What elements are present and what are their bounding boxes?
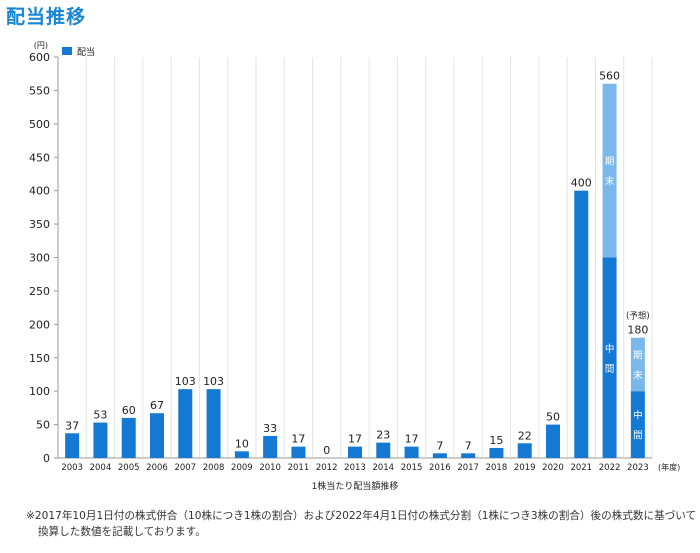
y-tick-label: 0 bbox=[43, 452, 50, 465]
y-tick-label: 350 bbox=[29, 218, 50, 231]
data-label-2018: 15 bbox=[489, 434, 503, 447]
bar-2020-中間 bbox=[546, 424, 560, 458]
x-tick-label: 2008 bbox=[203, 463, 225, 473]
y-tick-label: 450 bbox=[29, 151, 50, 164]
x-tick-label: 2023 bbox=[627, 463, 649, 473]
bar-2003-中間 bbox=[65, 433, 80, 458]
x-tick-label: 2015 bbox=[401, 463, 423, 473]
y-tick-label: 200 bbox=[29, 318, 50, 331]
bar-2004-中間 bbox=[93, 422, 108, 458]
bar-2023-中間 bbox=[630, 391, 645, 458]
y-tick-label: 50 bbox=[36, 419, 50, 432]
segment-label: 期 bbox=[633, 350, 643, 361]
bar-2006-中間 bbox=[150, 413, 164, 458]
bar-2017-中間 bbox=[461, 453, 476, 458]
segment-label: 中 bbox=[605, 343, 615, 355]
x-tick-label: 2004 bbox=[90, 463, 112, 473]
y-tick-label: 550 bbox=[29, 84, 50, 97]
y-tick-label: 100 bbox=[29, 385, 50, 398]
data-label-2012: 0 bbox=[323, 444, 330, 457]
x-tick-label: 2021 bbox=[570, 463, 592, 473]
x-tick-label: 2005 bbox=[118, 463, 140, 473]
bar-2023-期末 bbox=[630, 337, 645, 392]
x-tick-label: 2020 bbox=[542, 463, 564, 473]
segment-label: 末 bbox=[605, 176, 615, 188]
x-tick-label: 2022 bbox=[599, 463, 621, 473]
x-tick-label: 2007 bbox=[174, 463, 196, 473]
bar-2021-中間 bbox=[574, 190, 589, 458]
data-label-2013: 17 bbox=[348, 433, 362, 446]
data-label-2022: 560 bbox=[599, 70, 620, 83]
y-tick-label: 300 bbox=[29, 252, 50, 265]
segment-label: 間 bbox=[605, 364, 615, 375]
bar-2005-中間 bbox=[121, 417, 136, 458]
data-label-2003: 37 bbox=[65, 419, 79, 432]
x-axis-unit: (年度) bbox=[658, 462, 680, 472]
data-label-2006: 67 bbox=[150, 399, 164, 412]
footnote: ※2017年10月1日付の株式併合（10株につき1株の割合）および2022年4月… bbox=[26, 510, 697, 538]
data-label-2015: 17 bbox=[405, 433, 419, 446]
y-tick-label: 500 bbox=[29, 118, 50, 131]
bar-2019-中間 bbox=[517, 443, 532, 458]
data-label-2016: 7 bbox=[436, 439, 443, 452]
bar-2022-期末 bbox=[602, 83, 617, 258]
forecast-annotation: (予想) bbox=[626, 311, 650, 322]
y-axis-unit: (円) bbox=[34, 41, 48, 50]
x-tick-label: 2016 bbox=[429, 463, 451, 473]
legend-label: 配当 bbox=[77, 46, 95, 58]
bar-2013-中間 bbox=[348, 446, 362, 458]
x-tick-label: 2012 bbox=[316, 463, 338, 473]
bar-2007-中間 bbox=[178, 389, 193, 458]
data-label-2009: 10 bbox=[235, 437, 249, 450]
data-label-2019: 22 bbox=[518, 429, 532, 442]
y-tick-label: 600 bbox=[29, 51, 50, 64]
data-label-2017: 7 bbox=[465, 439, 472, 452]
segment-label: 中 bbox=[633, 410, 643, 422]
bar-2009-中間 bbox=[234, 451, 249, 458]
data-label-2023: 180 bbox=[627, 324, 648, 337]
data-label-2005: 60 bbox=[122, 404, 136, 417]
bar-2008-中間 bbox=[206, 389, 221, 458]
x-tick-label: 2011 bbox=[288, 463, 310, 473]
bar-2010-中間 bbox=[263, 435, 278, 458]
bar-2014-中間 bbox=[376, 442, 391, 458]
y-tick-label: 400 bbox=[29, 185, 50, 198]
data-label-2014: 23 bbox=[376, 429, 390, 442]
x-tick-label: 2009 bbox=[231, 463, 253, 473]
data-label-2021: 400 bbox=[571, 177, 592, 190]
chart-caption: 1株当たり配当額推移 bbox=[312, 480, 399, 492]
data-label-2010: 33 bbox=[263, 422, 277, 435]
dividend-bar-chart: 050100150200250300350400450500550600(円)配… bbox=[29, 41, 680, 492]
segment-label: 末 bbox=[633, 369, 643, 381]
data-label-2020: 50 bbox=[546, 411, 560, 424]
data-label-2011: 17 bbox=[291, 433, 305, 446]
x-tick-label: 2014 bbox=[372, 463, 394, 473]
data-label-2004: 53 bbox=[93, 409, 107, 422]
x-tick-label: 2010 bbox=[259, 463, 281, 473]
x-tick-label: 2017 bbox=[457, 463, 479, 473]
bar-2015-中間 bbox=[404, 446, 419, 458]
x-tick-label: 2006 bbox=[146, 463, 168, 473]
data-label-2007: 103 bbox=[175, 375, 196, 388]
segment-label: 間 bbox=[633, 431, 643, 442]
bar-2011-中間 bbox=[291, 446, 306, 458]
y-tick-label: 250 bbox=[29, 285, 50, 298]
x-tick-label: 2013 bbox=[344, 463, 366, 473]
page-title: 配当推移 bbox=[6, 6, 87, 28]
data-label-2008: 103 bbox=[203, 375, 224, 388]
legend-swatch bbox=[62, 47, 72, 55]
x-tick-label: 2019 bbox=[514, 463, 536, 473]
x-tick-label: 2003 bbox=[61, 463, 83, 473]
segment-label: 期 bbox=[605, 157, 615, 168]
bar-2018-中間 bbox=[489, 447, 504, 458]
bar-2016-中間 bbox=[432, 453, 447, 458]
y-tick-label: 150 bbox=[29, 352, 50, 365]
bar-2022-中間 bbox=[602, 257, 617, 458]
x-tick-label: 2018 bbox=[486, 463, 508, 473]
